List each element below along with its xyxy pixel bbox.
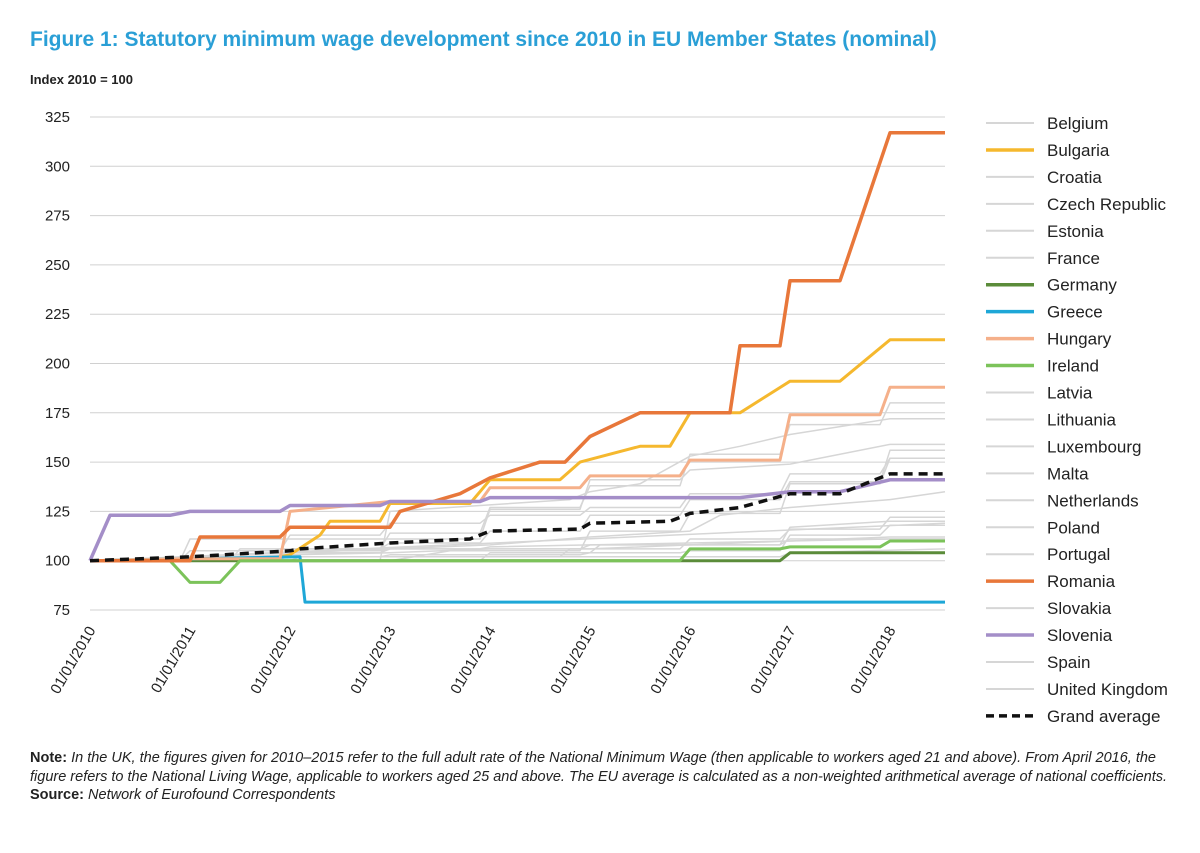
x-tick-label: 01/01/2018 [847,624,899,698]
legend-item-croatia: Croatia [986,168,1102,187]
legend-label: Slovakia [1047,599,1112,618]
legend-label: Czech Republic [1047,195,1167,214]
note-label: Note: [30,750,68,766]
legend-label: Malta [1047,464,1089,483]
y-tick-label: 150 [45,454,70,471]
legend-label: Hungary [1047,330,1112,349]
legend-item-czech-republic: Czech Republic [986,195,1167,214]
legend-label: Poland [1047,518,1100,537]
series-line-bulgaria [89,338,945,563]
legend-label: Netherlands [1047,491,1139,510]
legend-item-slovenia: Slovenia [986,626,1113,645]
y-tick-label: 325 [45,109,70,126]
legend-label: Belgium [1047,114,1108,133]
legend-item-bulgaria: Bulgaria [986,141,1110,160]
legend-label: France [1047,249,1100,268]
x-tick-label: 01/01/2011 [148,624,200,697]
legend-item-slovakia: Slovakia [986,599,1112,618]
legend-label: Croatia [1047,168,1102,187]
legend-item-romania: Romania [986,572,1116,591]
legend-item-luxembourg: Luxembourg [986,437,1142,456]
legend-item-spain: Spain [986,653,1090,672]
legend-item-poland: Poland [986,518,1100,537]
legend-item-portugal: Portugal [986,545,1110,564]
x-axis-ticks: 01/01/2010 01/01/2011 01/01/2012 01/01/2013… [47,624,899,698]
x-tick-label: 01/01/2010 [47,624,99,698]
legend-label: Estonia [1047,222,1104,241]
y-tick-label: 250 [45,257,70,274]
legend-label: Bulgaria [1047,141,1110,160]
legend-item-belgium: Belgium [986,114,1108,133]
legend-label: Romania [1047,572,1116,591]
source-label: Source: [30,787,84,803]
line-chart: 75 100 125 150 175 200 225 250 275 300 325 01/01/2… [45,109,1168,726]
legend-label: Grand average [1047,707,1160,726]
chart-title: Figure 1: Statutory minimum wage develop… [30,28,937,51]
x-tick-label: 01/01/2015 [547,624,599,698]
series-line-grand-average [89,472,945,563]
legend-item-united-kingdom: United Kingdom [986,680,1168,699]
legend-item-malta: Malta [986,464,1089,483]
x-tick-label: 01/01/2017 [747,624,799,698]
series-line-hungary [89,385,945,563]
y-tick-label: 75 [53,602,70,619]
legend-item-hungary: Hungary [986,330,1112,349]
legend-item-germany: Germany [986,276,1117,295]
series-lines [88,131,946,604]
legend-label: Lithuania [1047,410,1117,429]
series-line-ireland [90,539,945,584]
legend-label: Slovenia [1047,626,1113,645]
note: Note: In the UK, the figures given for 2… [30,749,1170,786]
series-line-romania [90,131,945,563]
series-line-greece [89,555,945,604]
y-tick-label: 300 [45,158,70,175]
y-tick-label: 275 [45,208,70,225]
legend-label: Greece [1047,303,1103,322]
legend-label: Luxembourg [1047,437,1142,456]
note-text: In the UK, the figures given for 2010–20… [30,750,1168,785]
legend-item-lithuania: Lithuania [986,410,1117,429]
x-tick-label: 01/01/2016 [647,624,699,698]
legend-label: Spain [1047,653,1090,672]
x-tick-label: 01/01/2013 [347,624,399,698]
legend-label: Portugal [1047,545,1110,564]
x-tick-label: 01/01/2012 [247,624,299,698]
series-line-latvia [90,443,945,562]
source: Source: Network of Eurofound Corresponde… [30,786,1170,805]
y-axis-ticks: 75 100 125 150 175 200 225 250 275 300 325 [45,109,70,619]
source-text: Network of Eurofound Correspondents [88,787,336,803]
legend-label: Ireland [1047,357,1099,376]
y-tick-label: 175 [45,405,70,422]
y-axis-label: Index 2010 = 100 [30,72,133,87]
legend: Belgium Bulgaria Croatia Czech Republic Esto… [986,114,1168,726]
legend-item-grand-average: Grand average [986,707,1160,726]
legend-label: Germany [1047,276,1117,295]
y-tick-label: 200 [45,356,70,373]
y-tick-label: 125 [45,503,70,520]
legend-label: Latvia [1047,384,1093,403]
legend-item-greece: Greece [986,303,1103,322]
series-line-slovenia [88,478,945,562]
series-line-poland [90,457,945,562]
y-tick-label: 100 [45,553,70,570]
legend-item-estonia: Estonia [986,222,1104,241]
legend-item-france: France [986,249,1100,268]
legend-item-latvia: Latvia [986,384,1093,403]
x-tick-label: 01/01/2014 [447,624,499,698]
legend-label: United Kingdom [1047,680,1168,699]
notes-section: Note: In the UK, the figures given for 2… [30,749,1170,805]
legend-item-netherlands: Netherlands [986,491,1139,510]
y-tick-label: 225 [45,306,70,323]
legend-item-ireland: Ireland [986,357,1099,376]
